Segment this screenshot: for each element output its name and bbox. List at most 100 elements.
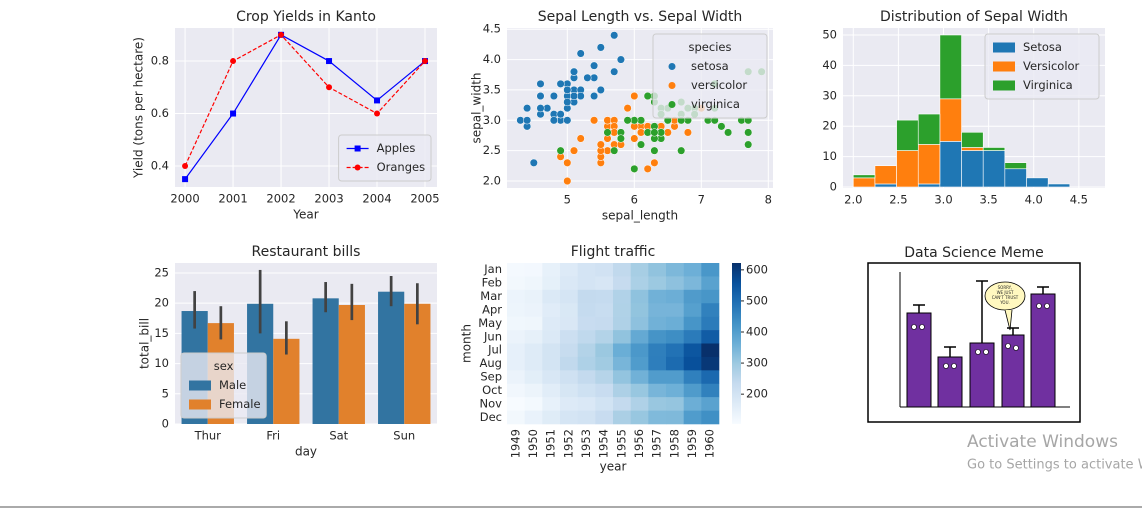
legend-swatch (993, 80, 1015, 91)
y-tick-label: 3.5 (483, 82, 501, 96)
cell (683, 303, 702, 317)
cell (542, 303, 561, 317)
point (616, 55, 625, 64)
cell (701, 343, 720, 358)
cell (630, 397, 649, 411)
y-tick-label: 40 (822, 58, 837, 72)
point (523, 116, 532, 125)
cell (595, 316, 614, 331)
cell (666, 316, 684, 331)
bar (982, 147, 1006, 151)
point (556, 79, 565, 88)
y-tick-label: Jul (487, 343, 502, 357)
eye (983, 349, 989, 355)
y-tick-label: Nov (480, 396, 503, 410)
cell (542, 356, 561, 371)
cell (613, 356, 631, 371)
point (569, 91, 579, 101)
cell (630, 330, 649, 344)
point (596, 140, 605, 149)
legend-title: sex (214, 359, 234, 373)
cell (507, 370, 525, 385)
y-tick-label: 30 (822, 88, 837, 102)
cell (560, 397, 578, 411)
cell (613, 383, 631, 398)
bar (1004, 168, 1027, 188)
x-tick-label: 1956 (632, 429, 646, 458)
legend-swatch (993, 42, 1015, 53)
cell (507, 343, 525, 358)
point (610, 31, 619, 40)
cell (542, 316, 561, 331)
x-tick-label: 1959 (685, 429, 699, 458)
bar (896, 119, 919, 151)
chart-title: Data Science Meme (904, 245, 1044, 261)
cell (630, 263, 649, 277)
colorbar (732, 263, 741, 424)
meme-errorbars (913, 280, 1049, 357)
eye (1005, 343, 1011, 349)
cell (542, 263, 561, 277)
cell (560, 276, 578, 291)
bar (939, 98, 962, 142)
x-tick-label: Sat (329, 429, 348, 443)
chart-title: Distribution of Sepal Width (880, 9, 1068, 25)
cell (613, 330, 631, 344)
cell (577, 383, 596, 398)
x-tick-label: 1953 (579, 429, 593, 458)
bar (961, 150, 984, 188)
cell (507, 263, 525, 277)
point (717, 122, 726, 131)
cell (630, 343, 649, 358)
legend-label: versicolor (691, 78, 747, 92)
cell (507, 356, 525, 371)
bar (917, 144, 941, 185)
cell (630, 276, 649, 291)
point (610, 67, 619, 76)
meme-bar (937, 356, 963, 408)
legend-box (652, 33, 768, 119)
point (623, 116, 632, 125)
chart-scatter: 2.0 2.5 3.0 3.5 4.0 4.5 5 6 7 8 Sepal Length vs. S… (470, 9, 773, 223)
y-tick-label: 4.5 (483, 22, 501, 36)
cell (595, 410, 614, 425)
x-axis-label: sepal_length (602, 209, 678, 223)
cell (560, 289, 578, 304)
cell (524, 330, 543, 344)
legend-title: species (689, 40, 732, 54)
cell (648, 370, 667, 385)
cell (648, 330, 667, 344)
cell (701, 303, 720, 317)
cell (595, 330, 614, 344)
y-tick-label: 2.5 (483, 143, 501, 157)
cell (524, 410, 543, 425)
y-tick-label: Dec (480, 410, 502, 424)
y-tick-label: 0.4 (151, 159, 169, 173)
eye (1036, 303, 1042, 309)
y-tick-label: 5 (162, 386, 169, 400)
marker (354, 164, 361, 171)
cell (701, 263, 720, 277)
legend-marker (668, 82, 676, 89)
x-tick-label: 2001 (218, 192, 247, 206)
legend: Apples Oranges (338, 134, 432, 182)
watermark-subtitle: Go to Settings to activate Windows. (967, 458, 1142, 473)
bar (896, 150, 919, 188)
meme-bar (906, 312, 932, 408)
cell (666, 303, 684, 317)
bar (378, 291, 405, 424)
cell (701, 316, 720, 331)
cell (683, 356, 702, 371)
speech-text: YOU. (999, 300, 1010, 305)
cell (524, 383, 543, 398)
y-tick-label: Jan (483, 262, 502, 276)
point (643, 91, 652, 101)
y-tick-label: Feb (482, 276, 502, 290)
eye (1013, 345, 1019, 351)
cell (683, 263, 702, 277)
cell (542, 383, 561, 398)
legend-label: Male (219, 378, 246, 392)
y-tick-label: 0.6 (151, 106, 169, 120)
point (549, 91, 558, 101)
x-tick-label: Fri (266, 429, 280, 443)
